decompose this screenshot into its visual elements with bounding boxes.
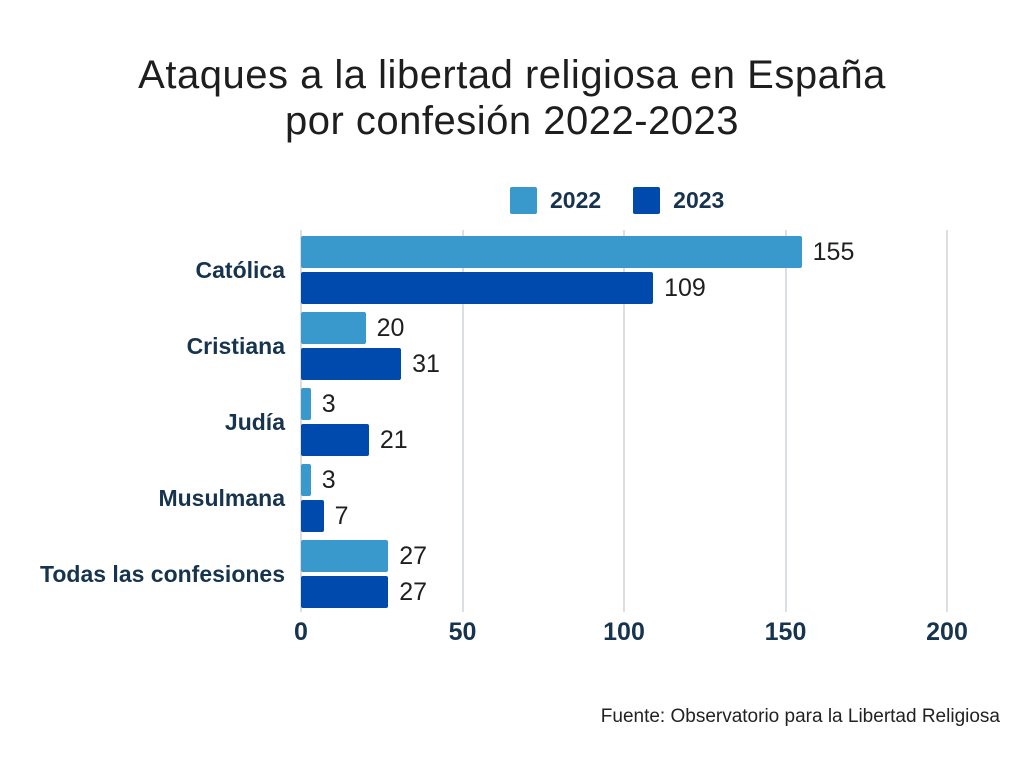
value-label-2022-cristiana: 20 xyxy=(376,314,405,342)
bar-2022-judia xyxy=(301,388,311,420)
legend-item-2023: 2023 xyxy=(633,187,724,214)
value-label-2023-judia: 21 xyxy=(379,426,408,454)
page-title: Ataques a la libertad religiosa en Españ… xyxy=(0,52,1024,144)
value-label-2023-cristiana: 31 xyxy=(412,350,440,378)
legend-label-2023: 2023 xyxy=(673,187,725,213)
value-label-2023-musulmana: 7 xyxy=(334,502,349,530)
bar-2023-musulmana xyxy=(301,500,324,532)
bar-2022-musulmana xyxy=(301,464,311,496)
gridline-200 xyxy=(946,230,948,612)
page-title-line2: por confesión 2022-2023 xyxy=(284,99,740,143)
legend-swatch-2023 xyxy=(633,187,661,214)
value-label-2022-catolica: 155 xyxy=(812,238,855,266)
bar-2023-judia xyxy=(301,424,369,456)
value-label-2023-todas-las-confesiones: 27 xyxy=(399,578,428,606)
value-label-2022-judia: 3 xyxy=(321,390,336,418)
bar-2022-todas-las-confesiones xyxy=(301,540,389,572)
x-tick-label-150: 150 xyxy=(764,618,807,646)
x-tick-label-0: 0 xyxy=(294,618,308,646)
category-label-cristiana: Cristiana xyxy=(186,333,285,359)
bar-2023-todas-las-confesiones xyxy=(301,576,389,608)
x-axis: 0 50 100 150 200 xyxy=(294,616,968,648)
legend-label-2022: 2022 xyxy=(550,187,602,213)
legend-swatch-2022 xyxy=(510,187,537,214)
bar-2022-catolica xyxy=(301,236,802,268)
source-note: Fuente: Observatorio para la Libertad Re… xyxy=(600,706,1000,727)
plot-area: 155 109 20 31 3 21 3 7 27 27 xyxy=(300,230,961,612)
category-label-todas-las-confesiones: Todas las confesiones xyxy=(40,561,285,587)
gridline-150 xyxy=(784,230,787,612)
x-tick-label-100: 100 xyxy=(603,618,645,646)
page-title-line1: Ataques a la libertad religiosa en Españ… xyxy=(138,53,886,97)
chart-legend: 2022 2023 xyxy=(510,187,724,214)
bar-2023-cristiana xyxy=(301,348,402,380)
value-label-2023-catolica: 109 xyxy=(664,274,706,302)
gridline-50 xyxy=(461,230,464,612)
category-axis: Católica Cristiana Judía Musulmana Todas las… xyxy=(0,230,285,612)
x-tick-label-50: 50 xyxy=(448,618,477,646)
bar-2023-catolica xyxy=(301,272,654,304)
category-label-judia: Judía xyxy=(224,409,285,435)
category-label-musulmana: Musulmana xyxy=(158,485,285,511)
gridline-0 xyxy=(300,230,302,612)
value-label-2022-todas-las-confesiones: 27 xyxy=(399,542,428,570)
legend-item-2022: 2022 xyxy=(510,187,601,214)
x-tick-label-200: 200 xyxy=(926,618,968,646)
value-label-2022-musulmana: 3 xyxy=(321,466,336,494)
category-label-catolica: Católica xyxy=(195,257,285,283)
bar-2022-cristiana xyxy=(301,312,366,344)
gridline-100 xyxy=(623,230,625,612)
